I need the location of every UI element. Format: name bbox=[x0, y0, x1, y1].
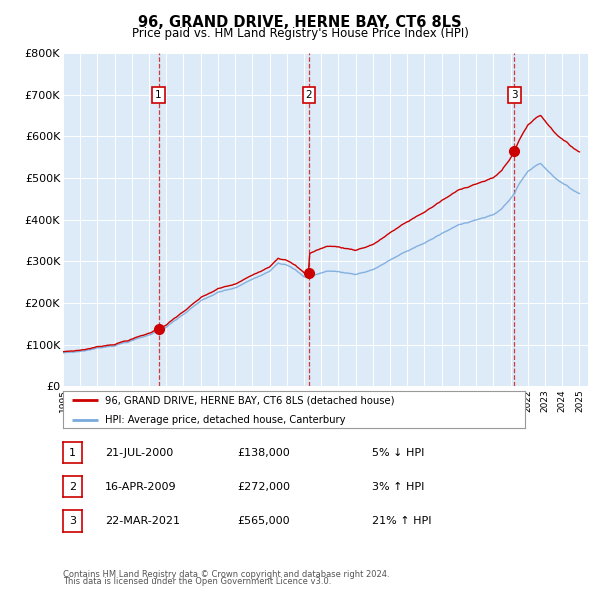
Text: 96, GRAND DRIVE, HERNE BAY, CT6 8LS (detached house): 96, GRAND DRIVE, HERNE BAY, CT6 8LS (det… bbox=[104, 395, 394, 405]
Text: £272,000: £272,000 bbox=[238, 482, 290, 491]
Text: 3% ↑ HPI: 3% ↑ HPI bbox=[372, 482, 424, 491]
Text: £138,000: £138,000 bbox=[238, 448, 290, 457]
Text: 3: 3 bbox=[69, 516, 76, 526]
Text: 22-MAR-2021: 22-MAR-2021 bbox=[105, 516, 180, 526]
Text: 5% ↓ HPI: 5% ↓ HPI bbox=[372, 448, 424, 457]
Text: Contains HM Land Registry data © Crown copyright and database right 2024.: Contains HM Land Registry data © Crown c… bbox=[63, 571, 389, 579]
Text: Price paid vs. HM Land Registry's House Price Index (HPI): Price paid vs. HM Land Registry's House … bbox=[131, 27, 469, 40]
Text: This data is licensed under the Open Government Licence v3.0.: This data is licensed under the Open Gov… bbox=[63, 578, 331, 586]
Text: 1: 1 bbox=[69, 448, 76, 457]
Text: £565,000: £565,000 bbox=[238, 516, 290, 526]
Text: 2: 2 bbox=[69, 482, 76, 491]
Text: 21% ↑ HPI: 21% ↑ HPI bbox=[372, 516, 431, 526]
Text: HPI: Average price, detached house, Canterbury: HPI: Average price, detached house, Cant… bbox=[104, 415, 345, 425]
Text: 1: 1 bbox=[155, 90, 162, 100]
Text: 3: 3 bbox=[511, 90, 518, 100]
Text: 2: 2 bbox=[305, 90, 312, 100]
Text: 21-JUL-2000: 21-JUL-2000 bbox=[105, 448, 173, 457]
Text: 16-APR-2009: 16-APR-2009 bbox=[105, 482, 176, 491]
Text: 96, GRAND DRIVE, HERNE BAY, CT6 8LS: 96, GRAND DRIVE, HERNE BAY, CT6 8LS bbox=[138, 15, 462, 30]
